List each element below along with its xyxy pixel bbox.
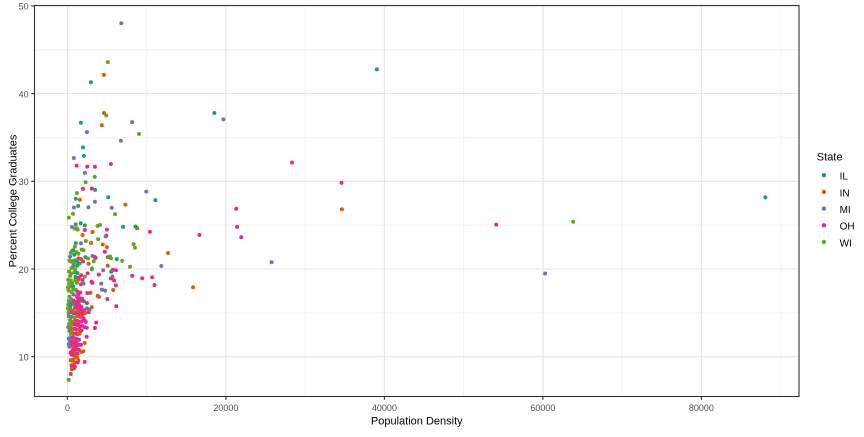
svg-text:MI: MI [840,205,851,216]
svg-text:60000: 60000 [530,403,555,413]
svg-text:State: State [817,152,843,164]
svg-text:50: 50 [19,2,29,12]
svg-text:40: 40 [19,89,29,99]
svg-text:WI: WI [840,238,852,249]
svg-text:20: 20 [19,265,29,275]
svg-text:Population Density: Population Density [371,415,463,427]
svg-text:80000: 80000 [689,403,714,413]
svg-text:30: 30 [19,177,29,187]
svg-text:IL: IL [840,172,849,183]
svg-text:OH: OH [840,222,855,233]
svg-text:Percent College Graduates: Percent College Graduates [7,134,19,267]
svg-text:10: 10 [19,353,29,363]
svg-text:40000: 40000 [372,403,397,413]
svg-text:20000: 20000 [213,403,238,413]
svg-text:0: 0 [65,403,70,413]
svg-text:IN: IN [840,188,850,199]
